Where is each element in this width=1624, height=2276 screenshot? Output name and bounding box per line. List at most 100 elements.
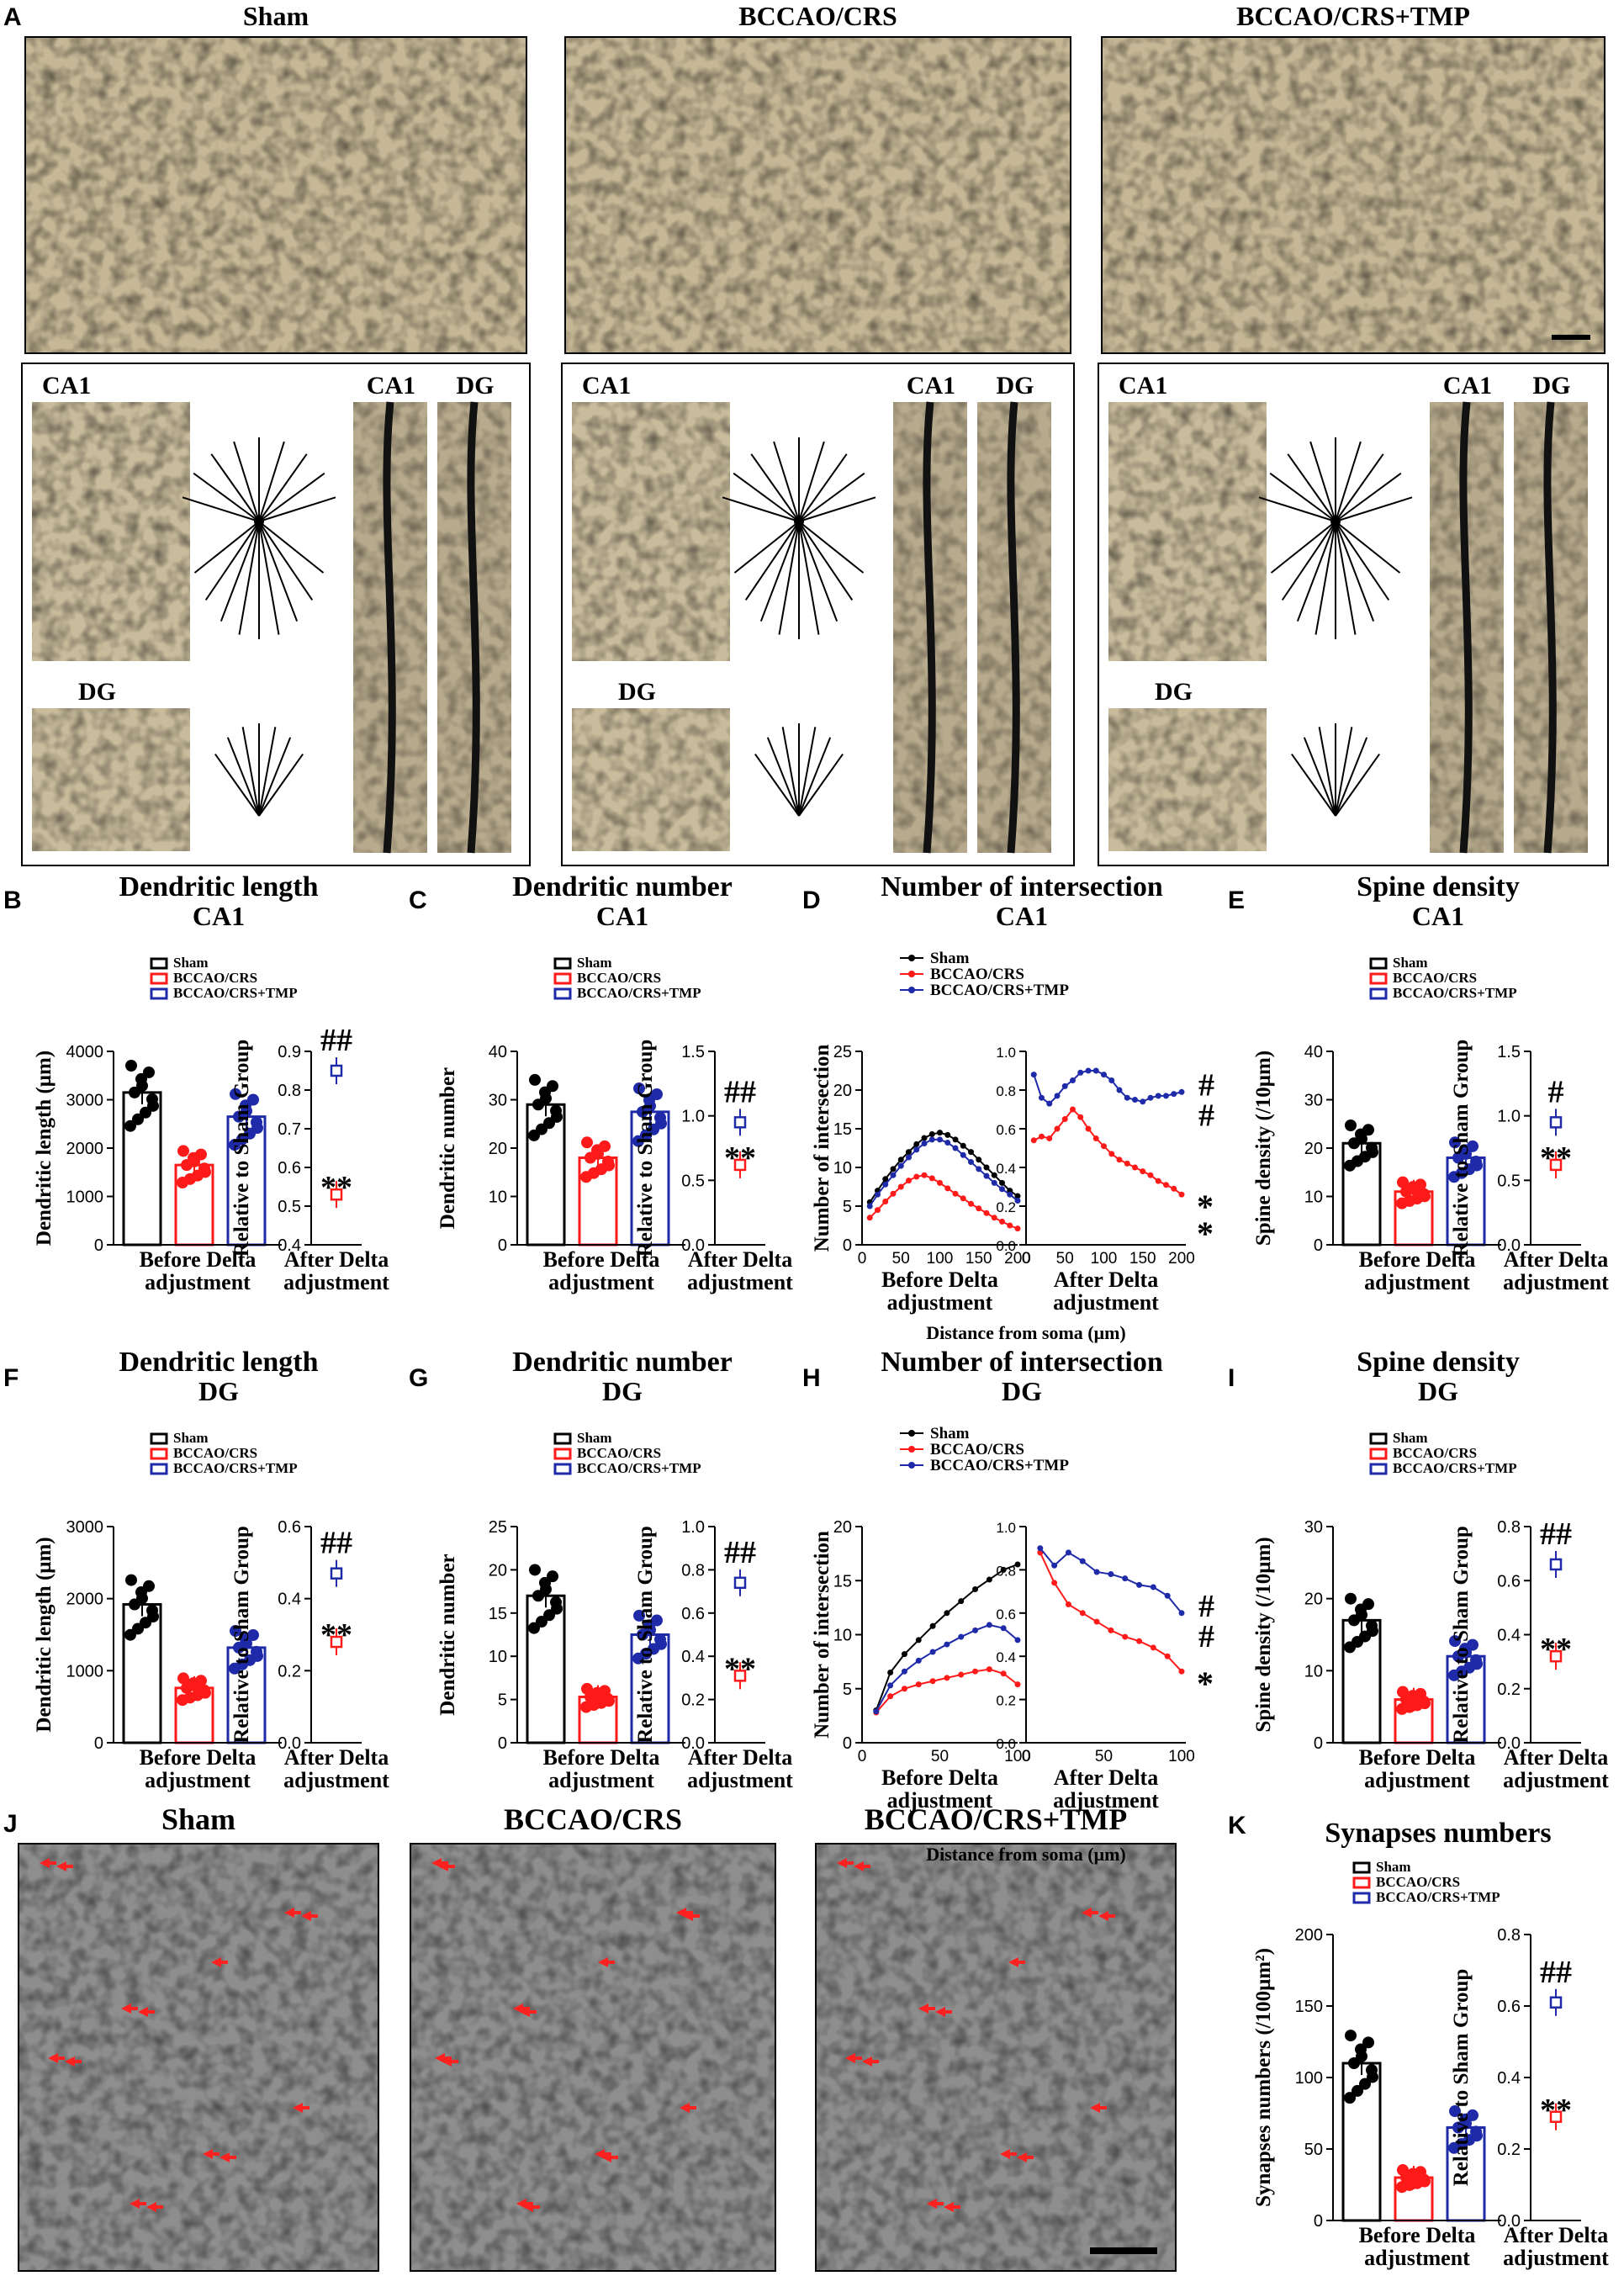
data-point [1449, 2105, 1461, 2118]
x-tick-label: 0 [1022, 1250, 1031, 1268]
synapse-arrow [301, 1911, 318, 1921]
dendrite [1309, 441, 1336, 522]
series-point [972, 1586, 979, 1593]
chart-subtitle: DG [1418, 1376, 1458, 1406]
legend-label: BCCAO/CRS [1393, 970, 1477, 986]
data-point [188, 1155, 200, 1167]
chart-subtitle: CA1 [193, 901, 245, 931]
data-point [1367, 1146, 1378, 1158]
series-point [1000, 1566, 1007, 1573]
y-tick-label: 5 [843, 1198, 852, 1216]
axis-caption: Before Delta [543, 1745, 660, 1770]
data-point [199, 1166, 211, 1178]
y-tick-label: 1.0 [996, 1520, 1016, 1536]
legend-swatch [553, 1448, 572, 1460]
series-point [1132, 1164, 1138, 1171]
neuron-box [1098, 363, 1609, 866]
relative-marker [733, 1116, 747, 1129]
x-tick-label: 0 [1022, 1748, 1031, 1765]
series-point [1061, 1116, 1068, 1122]
data-point [1356, 1608, 1367, 1621]
y-tick-label: 5 [843, 1681, 852, 1699]
y-tick-label: 25 [833, 1043, 852, 1061]
legend-marker [908, 1446, 915, 1453]
neuron-tracing [1258, 437, 1413, 639]
legend-label: BCCAO/CRS [577, 970, 661, 986]
series-point [887, 1669, 894, 1675]
series-point [901, 1651, 907, 1658]
series-point [890, 1190, 897, 1197]
y-tick-label: 0.5 [278, 1198, 301, 1216]
data-point [1345, 1592, 1357, 1605]
y-tick-label: 0.0 [1497, 1236, 1521, 1255]
series-point [1163, 1093, 1169, 1099]
data-point [547, 1080, 558, 1093]
series-point [1092, 1067, 1099, 1074]
axis-caption: After Delta [1504, 2223, 1608, 2247]
series-point [882, 1176, 889, 1183]
relative-marker [733, 1576, 747, 1590]
y-tick-label: 0 [1314, 2212, 1323, 2231]
series-point [1037, 1545, 1044, 1552]
series-point [901, 1668, 907, 1675]
em-scale-bar [1090, 2247, 1157, 2254]
data-point [599, 1140, 611, 1152]
dendrite [258, 521, 314, 601]
synapse-arrow [1090, 2103, 1107, 2113]
y-axis-label: Spine density (/10μm) [1252, 1051, 1275, 1246]
em-texture [816, 1844, 1176, 2271]
y-tick-label: 0 [843, 1236, 852, 1255]
dendrite [798, 727, 817, 817]
y-tick-label: 4000 [66, 1043, 104, 1061]
synapse-arrow [854, 1861, 870, 1871]
data-point [1356, 1132, 1367, 1145]
x-tick-label: 0 [858, 1250, 867, 1268]
y-tick-label: 0.6 [1497, 1572, 1521, 1591]
panel-letter: I [1228, 1364, 1235, 1392]
legend-swatch [1369, 1463, 1388, 1475]
legend-swatch [1369, 1432, 1388, 1445]
series-point [1124, 1160, 1130, 1167]
data-point [651, 1088, 663, 1101]
significance-mark: ** [724, 1141, 756, 1176]
y-tick-label: 5 [498, 1691, 507, 1710]
dendrite [798, 754, 844, 817]
y-tick-label: 10 [1304, 1188, 1323, 1207]
y-axis-label: Relative to Sham Group [634, 1040, 657, 1257]
series-point [929, 1649, 936, 1655]
dg-texture [572, 708, 730, 851]
dendrite [241, 727, 260, 817]
dendrite [733, 521, 800, 574]
series-point [999, 1179, 1005, 1186]
relative-marker [733, 1670, 747, 1682]
series-point [937, 1179, 943, 1186]
series-point [960, 1151, 966, 1158]
dendrite [798, 441, 825, 522]
dendrite [214, 754, 260, 817]
data-point [1362, 1598, 1374, 1611]
legend-swatch [553, 957, 572, 970]
micrograph-texture [565, 37, 1071, 353]
dendrite [258, 521, 325, 574]
em-frame [815, 1843, 1177, 2272]
panel-letter: C [409, 887, 427, 914]
legend-label: BCCAO/CRS+TMP [1376, 1889, 1500, 1905]
y-tick-label: 2000 [66, 1140, 104, 1158]
legend-label: BCCAO/CRS [577, 1445, 661, 1461]
ca1-label: CA1 [1119, 372, 1167, 400]
x-tick-label: 100 [1004, 1748, 1031, 1765]
data-point [1397, 1686, 1409, 1698]
series-point [1085, 1067, 1092, 1074]
y-tick-label: 40 [1304, 1043, 1323, 1061]
chart-title: Dendritic length [119, 1347, 318, 1378]
series-point [921, 1135, 928, 1141]
em-texture [19, 1844, 378, 2271]
series-point [1007, 1191, 1013, 1198]
series-line [1033, 1070, 1182, 1105]
y-tick-label: 0.4 [278, 1591, 301, 1609]
series-point [929, 1622, 936, 1629]
y-tick-label: 10 [489, 1188, 507, 1207]
series-point [968, 1149, 974, 1156]
series-point [913, 1141, 920, 1147]
spine-dg-label: DG [1533, 372, 1571, 400]
